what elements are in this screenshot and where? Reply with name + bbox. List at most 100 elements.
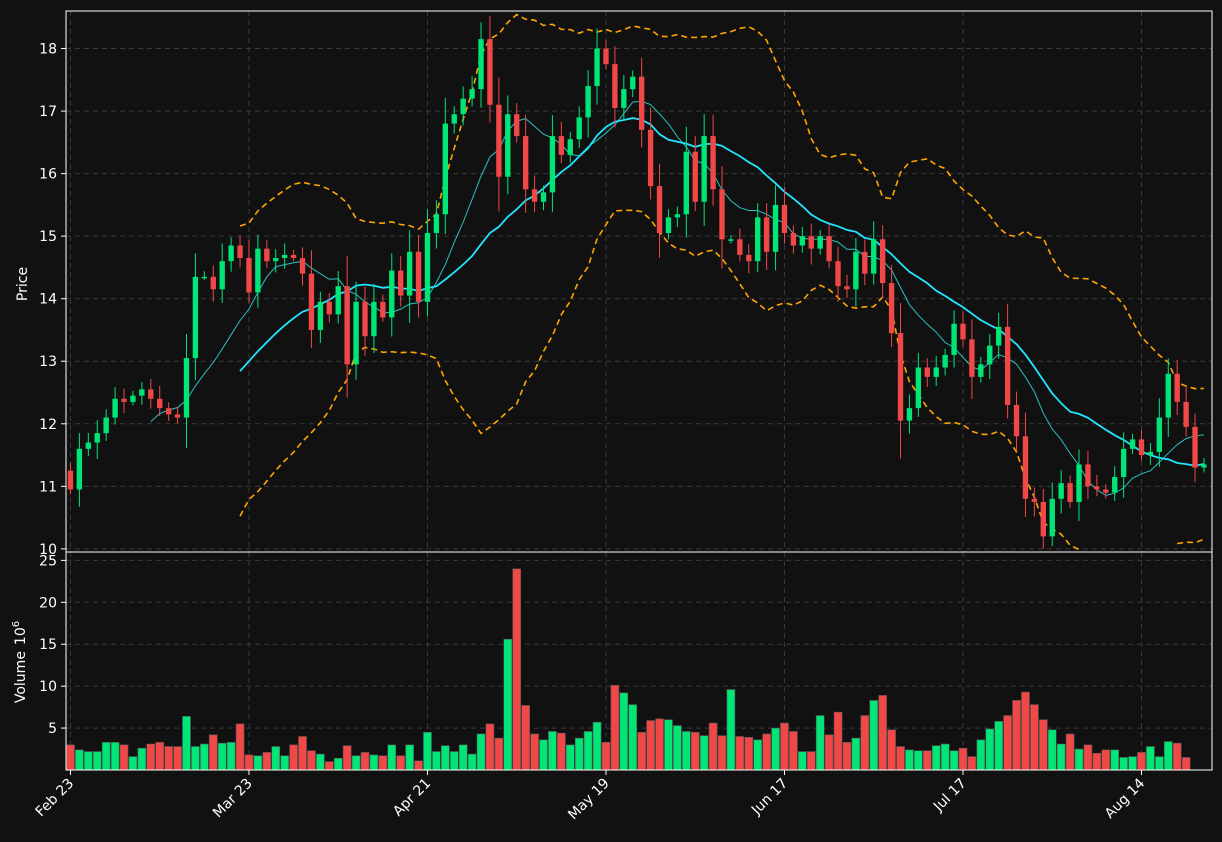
volume-bar (512, 568, 522, 771)
volume-bar (878, 695, 887, 771)
candle-body (478, 39, 484, 90)
candle (326, 293, 332, 323)
candle (790, 225, 797, 254)
candle (540, 185, 547, 211)
candle (683, 126, 689, 238)
volume-bar (601, 742, 611, 771)
candle (942, 348, 948, 376)
candle (594, 28, 600, 105)
volume-bar (922, 750, 932, 771)
candle-body (174, 414, 181, 418)
candle-body (728, 239, 734, 241)
candle (308, 250, 315, 348)
candle (844, 274, 850, 299)
volume-panel-grid (66, 552, 1212, 770)
candle-body (808, 236, 814, 249)
candle (879, 225, 886, 299)
candle (433, 200, 440, 249)
candle (246, 240, 252, 304)
candle (933, 355, 939, 386)
candle (639, 57, 645, 148)
candle-body (1013, 405, 1020, 437)
candle (210, 265, 216, 302)
candle-body (790, 233, 797, 246)
volume-bar (289, 744, 298, 771)
price-axis: 10 11 12 13 14 15 16 17 18 (39, 42, 66, 558)
candle-body (469, 89, 475, 99)
candle-body (522, 136, 529, 190)
volume-bar (485, 723, 495, 771)
volume-bar (369, 754, 379, 771)
volume-bar (958, 747, 968, 771)
candle (585, 70, 591, 138)
volume-tick-label: 15 (39, 637, 57, 653)
candle-body (433, 214, 440, 234)
volume-bar (815, 715, 825, 771)
candle-body (549, 136, 556, 193)
candle-body (76, 448, 83, 490)
candle (862, 239, 868, 286)
volume-bar (1056, 743, 1066, 771)
candle-body (710, 136, 716, 190)
candle (264, 239, 270, 268)
candle (612, 46, 618, 128)
candle-body (1201, 464, 1207, 468)
candle (85, 432, 91, 457)
volume-bar (271, 746, 281, 771)
candle-body (1112, 476, 1118, 493)
candle-body (755, 217, 761, 262)
candle-body (719, 189, 725, 240)
candle-body (139, 389, 145, 396)
volume-bar (985, 728, 995, 771)
candle-body (1049, 498, 1055, 537)
candle (951, 310, 957, 368)
volume-bar (914, 750, 923, 771)
volume-axis-exponent-base: 10 (13, 627, 29, 645)
volume-bar (262, 752, 272, 771)
candle (763, 203, 770, 270)
candle-body (915, 367, 922, 409)
candle-body (540, 192, 547, 202)
candle (1156, 398, 1163, 467)
candle (103, 409, 109, 441)
candle (487, 15, 493, 123)
volume-bar (1047, 729, 1057, 771)
volume-bar (530, 733, 539, 771)
volume-bar (1012, 700, 1021, 771)
volume-bar (351, 755, 361, 771)
volume-bar (494, 737, 504, 771)
candle-body (933, 367, 939, 377)
candle (1094, 474, 1100, 497)
volume-bar (574, 737, 584, 771)
candle-body (951, 323, 957, 355)
candle-body (1058, 483, 1064, 499)
volume-bar (619, 692, 629, 771)
candle-body (879, 239, 886, 284)
candle-body (514, 114, 520, 137)
candle-body (1183, 401, 1189, 427)
candle (219, 243, 225, 303)
volume-bars (66, 568, 1191, 771)
candle (335, 271, 341, 324)
candle-body (897, 333, 904, 421)
volume-bar (646, 720, 655, 771)
volume-bar (976, 739, 986, 771)
candle-body (246, 258, 252, 293)
volume-bar (1119, 757, 1128, 771)
price-tick-label: 12 (39, 417, 57, 433)
candle (692, 136, 698, 212)
candle-body (862, 251, 868, 274)
candle (112, 387, 118, 425)
candle-body (558, 136, 565, 155)
volume-bar (1038, 719, 1048, 771)
candle-body (772, 204, 779, 252)
candle (273, 249, 279, 273)
candle (888, 264, 895, 348)
volume-bar (1101, 749, 1111, 771)
candle (924, 358, 930, 388)
candle-body (157, 398, 163, 409)
candle (1103, 484, 1109, 499)
price-tick-label: 15 (39, 229, 57, 245)
candle (978, 356, 984, 383)
candle-body (406, 251, 413, 296)
